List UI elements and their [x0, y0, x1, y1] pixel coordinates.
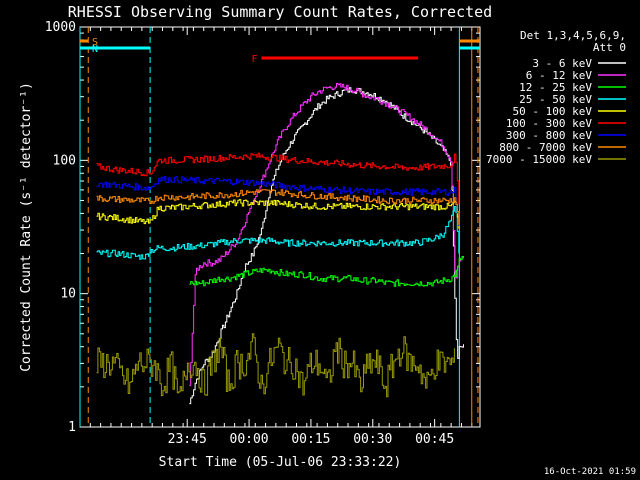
- series-line: [189, 87, 464, 405]
- series-line: [189, 82, 464, 386]
- flag-label: F: [251, 54, 257, 65]
- legend-label: 6 - 12 keV: [526, 69, 593, 82]
- legend-label: 3 - 6 keV: [532, 57, 592, 70]
- series-line: [96, 176, 460, 226]
- legend-label: 100 - 300 keV: [506, 117, 592, 130]
- y-tick-label: 1000: [45, 20, 76, 35]
- legend-label: 25 - 50 keV: [519, 93, 592, 106]
- footer-timestamp: 16-Oct-2021 01:59: [544, 467, 636, 477]
- flag-label: S: [92, 37, 98, 48]
- legend-label: 50 - 100 keV: [513, 105, 593, 118]
- legend-label: 300 - 800 keV: [506, 129, 592, 142]
- series-line: [189, 256, 464, 287]
- x-tick-label: 00:15: [291, 432, 330, 447]
- flag-bars: SN F: [80, 37, 480, 65]
- flag-label: N: [92, 44, 98, 55]
- x-tick-label: 23:45: [168, 432, 207, 447]
- series-lines: [96, 82, 464, 405]
- series-line: [96, 189, 460, 226]
- x-tick-label: 00:00: [230, 432, 269, 447]
- x-tick-label: 00:45: [415, 432, 454, 447]
- legend-label: 12 - 25 keV: [519, 81, 592, 94]
- y-tick-label: 1: [68, 420, 76, 435]
- series-line: [96, 206, 460, 260]
- series-line: [96, 152, 460, 205]
- y-tick-label: 10: [60, 287, 76, 302]
- y-axis-label: Corrected Count Rate (s⁻¹ detector⁻¹): [19, 82, 34, 372]
- event-lines: [79, 27, 479, 427]
- y-tick-label: 100: [53, 153, 76, 168]
- chart-title: RHESSI Observing Summary Count Rates, Co…: [68, 3, 492, 21]
- legend-label: 800 - 7000 keV: [499, 141, 592, 154]
- series-line: [96, 199, 460, 229]
- x-axis-label: Start Time (05-Jul-06 23:33:22): [159, 455, 402, 470]
- legend-label: 7000 - 15000 keV: [486, 153, 592, 166]
- legend-header: Att 0: [593, 41, 626, 54]
- axis-ticks: 1 10 100 1000 23:45 00:00 00:15 00:30 00:45: [45, 20, 480, 447]
- x-tick-label: 00:30: [353, 432, 392, 447]
- series-line: [96, 333, 455, 398]
- legend-header: Det 1,3,4,5,6,9,: [520, 29, 626, 42]
